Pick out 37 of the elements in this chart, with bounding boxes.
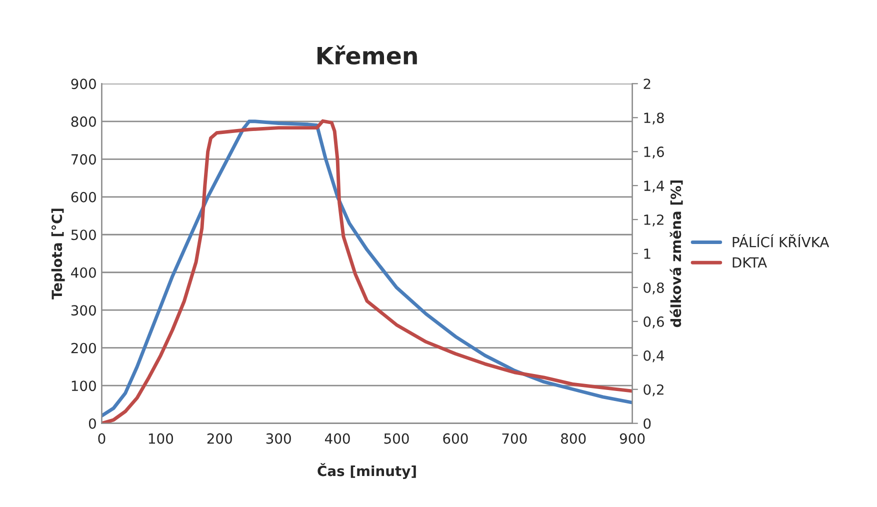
y2-tick-label: 1,4: [644, 180, 664, 192]
y2-tick-label: 1: [644, 248, 650, 259]
legend-label: DKTA: [732, 257, 767, 268]
x-axis-title: Čas [minuty]: [318, 463, 416, 480]
legend-label: PÁLÍCÍ KŘÍVKA: [732, 234, 830, 248]
chart-title: Křemen: [318, 45, 417, 65]
y2-axis-title: délková změna [%]: [670, 180, 683, 328]
y-tick-label: 900: [71, 78, 96, 90]
y-tick-label: 600: [71, 192, 96, 202]
y-tick-label: 800: [71, 116, 96, 127]
x-tick-label: 900: [620, 433, 645, 444]
y2-tick-label: 0,4: [644, 350, 664, 362]
y-tick-label: 400: [71, 267, 96, 278]
y-tick-label: 300: [71, 305, 96, 316]
y-axis-title: Teplota [°C]: [51, 208, 65, 300]
x-tick-label: 800: [561, 433, 586, 444]
x-tick-label: 400: [324, 433, 350, 444]
y2-tick-label: 1,6: [644, 146, 664, 158]
y2-tick-label: 0,2: [644, 384, 664, 396]
y-tick-label: 200: [71, 342, 96, 354]
y-tick-label: 0: [88, 418, 96, 429]
y2-tick-label: 2: [644, 78, 650, 89]
y2-tick-label: 0: [644, 418, 651, 429]
x-tick-label: 0: [98, 433, 106, 444]
y-tick-label: 700: [72, 154, 96, 165]
x-tick-label: 500: [384, 433, 409, 444]
x-tick-label: 100: [148, 433, 174, 444]
y2-tick-label: 1,8: [644, 112, 664, 125]
x-tick-label: 700: [502, 433, 527, 444]
y2-tick-label: 0,8: [644, 282, 664, 294]
y-tick-label: 500: [71, 230, 96, 240]
y-tick-label: 100: [72, 380, 96, 392]
x-tick-label: 200: [207, 433, 232, 444]
y2-tick-label: 1,2: [644, 214, 664, 226]
x-tick-label: 300: [266, 433, 291, 444]
x-tick-label: 600: [443, 433, 468, 444]
y2-tick-label: 0,6: [644, 316, 664, 328]
